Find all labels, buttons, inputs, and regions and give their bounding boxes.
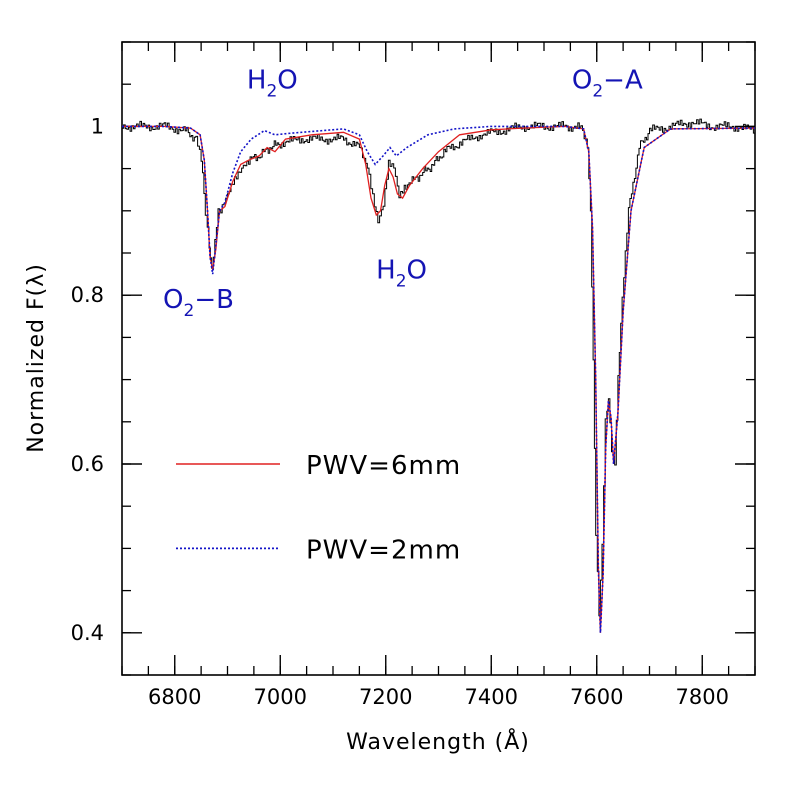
axes: 6800 7000 7200 7400 7600 7800 0.4 0.6 0.8 1	[71, 41, 756, 709]
x-tick-label: 7400	[465, 685, 518, 709]
series-layer	[122, 118, 755, 633]
legend-label-0: PWV=6mm	[306, 451, 461, 481]
x-tick-label: 7200	[359, 685, 412, 709]
y-axis-title: Normalized F(λ)	[24, 263, 49, 453]
x-tick-label: 7000	[254, 685, 307, 709]
legend: PWV=6mm PWV=2mm	[176, 451, 461, 565]
y-tick-label: 0.4	[71, 621, 104, 645]
annotations: H2O O2−B H2O O2−A	[163, 65, 643, 320]
x-axis-title: Wavelength (Å)	[346, 728, 530, 755]
annotation-h2o-left: H2O	[247, 65, 298, 101]
y-tick-label: 1	[91, 114, 104, 138]
annotation-o2-a: O2−A	[572, 65, 643, 101]
y-tick-label: 0.8	[71, 283, 104, 307]
y-tick-label: 0.6	[71, 452, 104, 476]
x-tick-label: 6800	[148, 685, 201, 709]
annotation-o2-b: O2−B	[163, 285, 234, 321]
x-tick-label: 7600	[570, 685, 623, 709]
series-pwv-2mm	[122, 125, 755, 633]
legend-label-1: PWV=2mm	[306, 535, 461, 565]
x-tick-label: 7800	[676, 685, 729, 709]
annotation-h2o-center: H2O	[376, 255, 427, 291]
